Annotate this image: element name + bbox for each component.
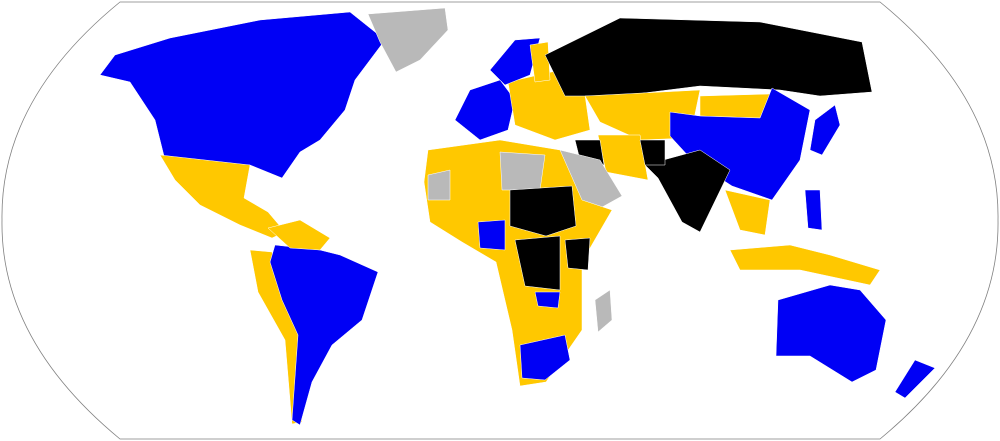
region-iraq-afghanistan (574, 139, 666, 166)
region-northern-south-america (267, 219, 331, 251)
region-mongolia (699, 93, 771, 119)
region-philippines (804, 189, 823, 231)
region-south-america-east (269, 244, 379, 426)
region-indonesia (729, 244, 881, 286)
region-madagascar (594, 289, 613, 333)
region-central-africa (514, 235, 561, 291)
region-new-zealand (894, 359, 936, 399)
region-finland (529, 41, 551, 83)
region-australia (775, 284, 887, 383)
region-japan (809, 104, 841, 156)
region-north-america-north (99, 11, 386, 179)
region-china (669, 87, 811, 201)
region-southeast-asia (724, 189, 771, 236)
region-east-africa (564, 237, 591, 271)
region-sudan-chad (509, 185, 577, 237)
region-greenland (367, 7, 449, 73)
region-south-asia (644, 149, 731, 233)
region-zambia (534, 291, 561, 309)
region-southern-africa (519, 334, 571, 381)
region-nigeria (477, 219, 506, 251)
